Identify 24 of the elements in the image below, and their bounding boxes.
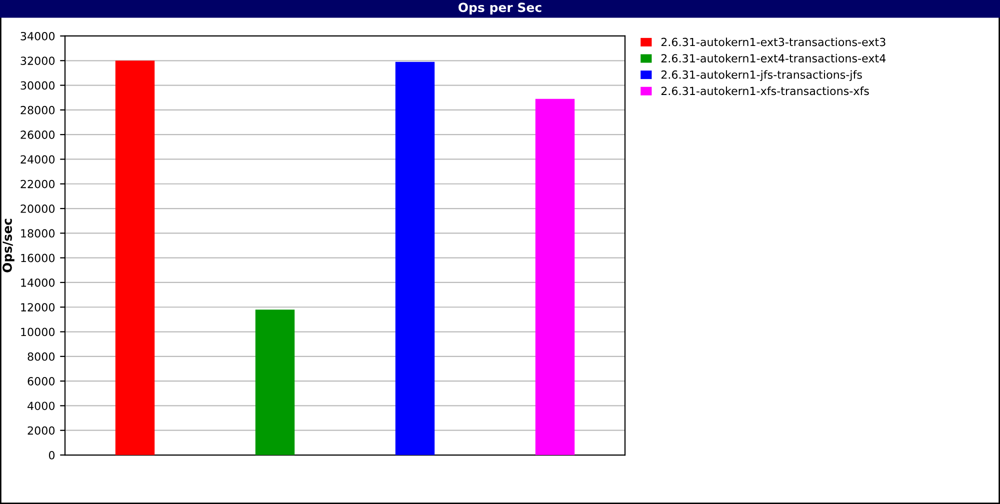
y-tick-label: 14000	[21, 278, 55, 287]
y-tick-label: 10000	[21, 328, 55, 336]
y-tick-label: 28000	[20, 106, 55, 114]
y-tick-label: 22000	[20, 180, 55, 188]
y-tick-label: 18000	[21, 229, 55, 238]
y-tick-label: 30000	[20, 81, 55, 90]
y-tick-label: 20000	[20, 204, 55, 213]
legend-label: 2.6.31-autokern1-ext4-transactions-ext4	[661, 54, 886, 63]
y-tick-label: 24000	[20, 155, 55, 164]
y-tick-label: 2000	[28, 426, 55, 435]
y-tick-label: 6000	[28, 377, 55, 386]
y-axis-title: Ops/sec	[2, 218, 14, 272]
y-tick-label: 34000	[20, 32, 55, 40]
y-tick-label: 4000	[28, 402, 55, 410]
y-tick-label: 8000	[28, 352, 55, 361]
legend-label: 2.6.31-autokern1-xfs-transactions-xfs	[661, 86, 869, 96]
y-tick-label: 26000	[20, 130, 55, 139]
legend-label: 2.6.31-autokern1-ext3-transactions-ext3	[661, 38, 886, 46]
chart-title: Ops per Sec	[458, 2, 542, 15]
y-tick-label: 12000	[21, 303, 55, 312]
y-tick-label: 16000	[21, 254, 55, 262]
legend-label: 2.6.31-autokern1-jfs-transactions-jfs	[661, 70, 862, 81]
y-tick-label: 0	[48, 450, 55, 460]
y-tick-label: 32000	[20, 56, 55, 66]
